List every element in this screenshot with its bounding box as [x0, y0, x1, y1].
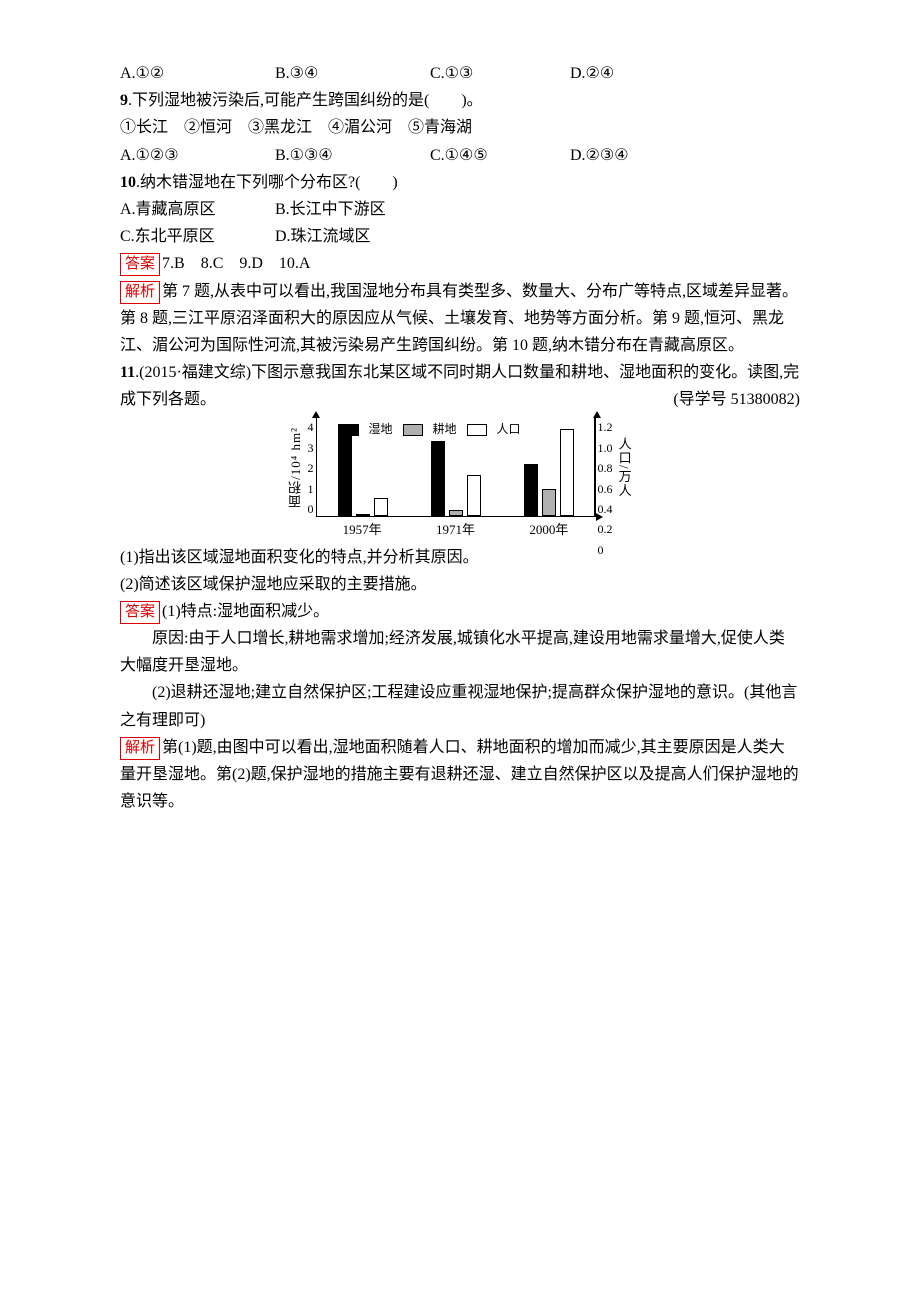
q9-opt-c: C.①④⑤: [430, 142, 570, 169]
y-right-ticks: 1.21.00.80.60.40.20: [596, 417, 613, 517]
legend: 湿地 耕地 人口: [339, 419, 521, 439]
answer-tag: 答案: [120, 253, 160, 276]
q11-explain: 解析第(1)题,由图中可以看出,湿地面积随着人口、耕地面积的增加而减少,其主要原…: [120, 734, 800, 816]
y-left-ticks: 43210: [308, 417, 316, 517]
explain-tag: 解析: [120, 281, 160, 304]
explain-7-10: 解析第 7 题,从表中可以看出,我国湿地分布具有类型多、数量大、分布广等特点,区…: [120, 278, 800, 360]
q9-opt-a: A.①②③: [120, 142, 275, 169]
x-labels: 1957年1971年2000年: [316, 519, 596, 541]
q10-stem-text: .纳木错湿地在下列哪个分布区?( ): [136, 174, 398, 191]
q10-opt-a: A.青藏高原区: [120, 196, 275, 223]
explain-tag-2: 解析: [120, 737, 160, 760]
q8-opt-b: B.③④: [275, 60, 430, 87]
y-left-label: 面积/10⁴ hm²: [285, 417, 307, 517]
answers-7-10: 答案7.B 8.C 9.D 10.A: [120, 250, 800, 277]
q11-ans-2: (2)退耕还湿地;建立自然保护区;工程建设应重视湿地保护;提高群众保护湿地的意识…: [120, 679, 800, 733]
q11-ans-1-text: (1)特点:湿地面积减少。: [162, 603, 329, 620]
q10-stem: 10.纳木错湿地在下列哪个分布区?( ): [120, 169, 800, 196]
explain-text: 第 7 题,从表中可以看出,我国湿地分布具有类型多、数量大、分布广等特点,区域差…: [120, 283, 798, 354]
plot-area: 湿地 耕地 人口: [316, 417, 596, 517]
q8-opt-c: C.①③: [430, 60, 570, 87]
answers-text: 7.B 8.C 9.D 10.A: [162, 255, 310, 272]
q8-options: A.①② B.③④ C.①③ D.②④: [120, 60, 800, 87]
q9-opt-b: B.①③④: [275, 142, 430, 169]
q10-options-row1: A.青藏高原区 B.长江中下游区: [120, 196, 800, 223]
q11-num: 11: [120, 364, 135, 381]
q10-options-row2: C.东北平原区 D.珠江流域区: [120, 223, 800, 250]
q11-explain-text: 第(1)题,由图中可以看出,湿地面积随着人口、耕地面积的增加而减少,其主要原因是…: [120, 739, 799, 810]
bar-group: [431, 441, 481, 516]
q9-num: 9: [120, 92, 128, 109]
q11-ans-reason: 原因:由于人口增长,耕地需求增加;经济发展,城镇化水平提高,建设用地需求量增大,…: [120, 625, 800, 679]
q11-sub2: (2)简述该区域保护湿地应采取的主要措施。: [120, 571, 800, 598]
axis-arrow-left: [312, 411, 320, 418]
q11-sub1: (1)指出该区域湿地面积变化的特点,并分析其原因。: [120, 544, 800, 571]
q10-opt-b: B.长江中下游区: [275, 196, 430, 223]
q9-stem: 9.下列湿地被污染后,可能产生跨国纠纷的是( )。: [120, 87, 800, 114]
q11-ans-1: 答案(1)特点:湿地面积减少。: [120, 598, 800, 625]
legend-farm: 耕地: [433, 419, 457, 439]
q10-num: 10: [120, 174, 136, 191]
q10-opt-d: D.珠江流域区: [275, 223, 430, 250]
y-right-label: 人口/万人: [613, 417, 635, 517]
q9-opt-d: D.②③④: [570, 142, 710, 169]
legend-farm-swatch: [403, 424, 423, 436]
q10-opt-c: C.东北平原区: [120, 223, 275, 250]
legend-pop-swatch: [467, 424, 487, 436]
q8-opt-a: A.①②: [120, 60, 275, 87]
q9-options: A.①②③ B.①③④ C.①④⑤ D.②③④: [120, 142, 800, 169]
bar-group: [524, 429, 574, 517]
legend-wet-swatch: [339, 424, 359, 436]
q9-stem-text: .下列湿地被污染后,可能产生跨国纠纷的是( )。: [128, 92, 483, 109]
q9-items: ①长江 ②恒河 ③黑龙江 ④湄公河 ⑤青海湖: [120, 114, 800, 141]
answer-tag-2: 答案: [120, 601, 160, 624]
chart: 面积/10⁴ hm² 43210 湿地 耕地 人口 1957年1971年2000…: [120, 417, 800, 541]
q8-opt-d: D.②④: [570, 60, 710, 87]
legend-wet: 湿地: [369, 419, 393, 439]
legend-pop: 人口: [497, 419, 521, 439]
